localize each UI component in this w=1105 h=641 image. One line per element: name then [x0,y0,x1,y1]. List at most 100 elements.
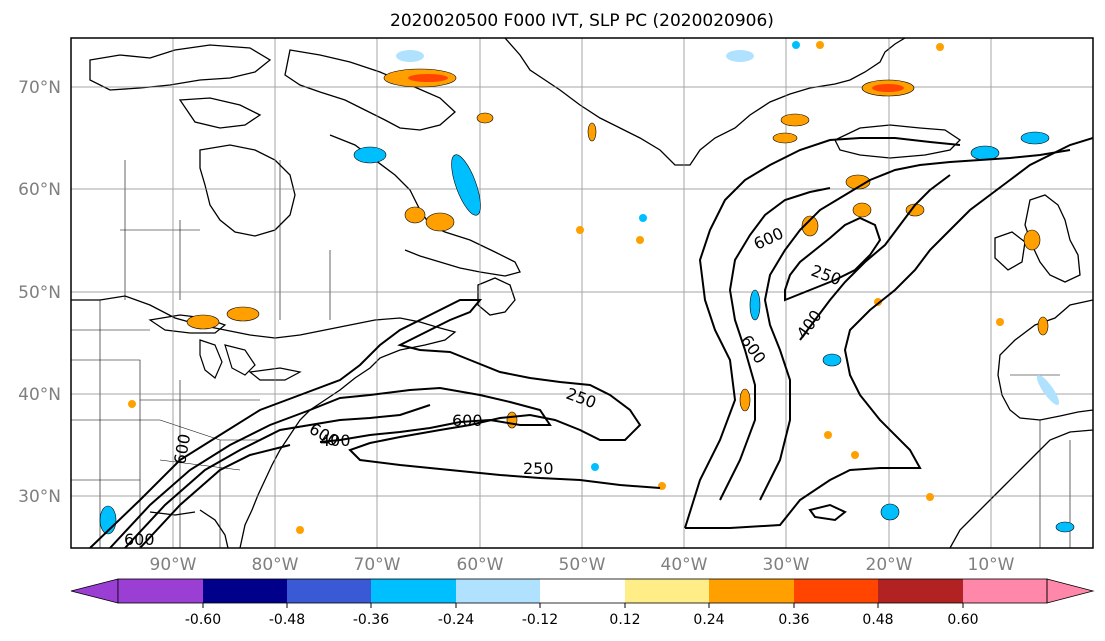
blob-positive [587,122,597,142]
colorbar-tick-label: 0.36 [778,612,809,628]
blob-positive-core [408,74,448,82]
contour-line [719,187,831,501]
colorbar-tick-label: -0.36 [353,612,389,628]
colorbar-segment [963,579,1047,603]
blob-positive [506,411,518,429]
colorbar-segment [203,579,287,603]
blob-positive [772,132,798,144]
lon-label: 80°W [252,555,299,575]
map-frame [70,37,1094,549]
blob-negative [880,503,900,521]
contour-line [89,299,661,548]
blob-positive [425,212,455,232]
greenland-coastline [504,38,906,166]
blob-positive [476,112,494,124]
blob-small [296,526,304,534]
colorbar-segment [371,579,456,603]
contour-line [685,137,1093,529]
lon-label: 20°W [866,555,913,575]
blob-positive [852,202,872,218]
colorbar-tick-label: -0.48 [269,612,305,628]
blob-positive [845,174,871,190]
colorbar-segment [794,579,878,603]
blob-small [639,214,647,222]
blob-small [996,318,1004,326]
colorbar-tick-label: 0.60 [947,612,978,628]
lon-label: 70°W [354,555,401,575]
colorbar-tick-label: 0.24 [693,612,724,628]
blob-negative [822,353,842,367]
contour-label: 250 [523,459,554,478]
colorbar-segment [878,579,963,603]
arctic-islands-coastline [89,44,272,129]
colorbar-extend-low [70,578,119,604]
colorbar-outline [117,578,1048,604]
contour-line [109,386,552,548]
contour-line [759,149,1071,501]
contour-line [139,444,291,548]
blob-small [591,463,599,471]
baffin-island-coastline [284,49,456,131]
blob-positive [801,215,819,237]
iberia-coastline [997,299,1093,421]
colorbar-segment [540,579,625,603]
blob-small [636,236,644,244]
blob-small [926,493,934,501]
colorbar-segment [287,579,371,603]
colorbar-segment [456,579,540,603]
blob-negative [1020,131,1050,145]
colorbar-tick-label: 0.12 [609,612,640,628]
lon-label: 10°W [968,555,1015,575]
blob-small [576,226,584,234]
lon-label: 30°W [763,555,810,575]
colorbar-tick-label: -0.24 [438,612,474,628]
colorbar-tick-label: -0.60 [185,612,221,628]
blob-positive [1037,316,1049,336]
blob-negative [970,145,1000,161]
lon-labels: 90°W 80°W 70°W 60°W 50°W 40°W 30°W 20°W … [150,555,1015,575]
contour-line [799,174,951,341]
state-borders [71,300,260,548]
lon-label: 50°W [559,555,606,575]
blob-negative [1055,521,1075,533]
colorbar-extend-high [1046,578,1095,604]
blob-small [936,43,944,51]
province-borders [120,160,331,320]
contour-label: 600 [124,530,155,549]
blob-small [824,431,832,439]
lat-label: 70°N [18,78,61,98]
lat-label: 30°N [18,487,61,507]
gridlines [71,38,1093,548]
blob-negative [749,289,761,321]
contour-label: 600 [452,411,483,430]
colorbar-ticks [202,603,964,608]
blob-negative [1036,374,1060,406]
blob-positive [404,206,426,224]
blob-small [128,400,136,408]
blob-positive [739,388,751,412]
colorbar-tick-label: -0.12 [522,612,558,628]
slp-contours [89,137,1093,548]
colorbar-tick-label: 0.48 [862,612,893,628]
lon-label: 40°W [661,555,708,575]
lat-label: 60°N [18,180,61,200]
blob-positive [780,113,810,127]
colorbar-segment [709,579,794,603]
great-lakes-coastline [148,314,302,381]
lat-label: 40°N [18,385,61,405]
contour-line [684,137,961,529]
colorbar: -0.60 -0.48 -0.36 -0.24 -0.12 0.12 0.24 … [70,578,1095,628]
contour-label: 400 [320,431,351,450]
colorbar-segment [118,579,203,603]
blob-negative [451,154,481,216]
contour-line [124,404,431,548]
map-area: 250 600 600 400 250 600 250 400 600 600 … [71,38,1093,549]
blob-positive-core [872,84,904,92]
lat-label: 50°N [18,283,61,303]
blob-small [792,41,800,49]
contour-line [808,503,847,522]
north-america-coastline [71,295,457,548]
blob-small [816,41,824,49]
blob-negative [353,146,387,164]
